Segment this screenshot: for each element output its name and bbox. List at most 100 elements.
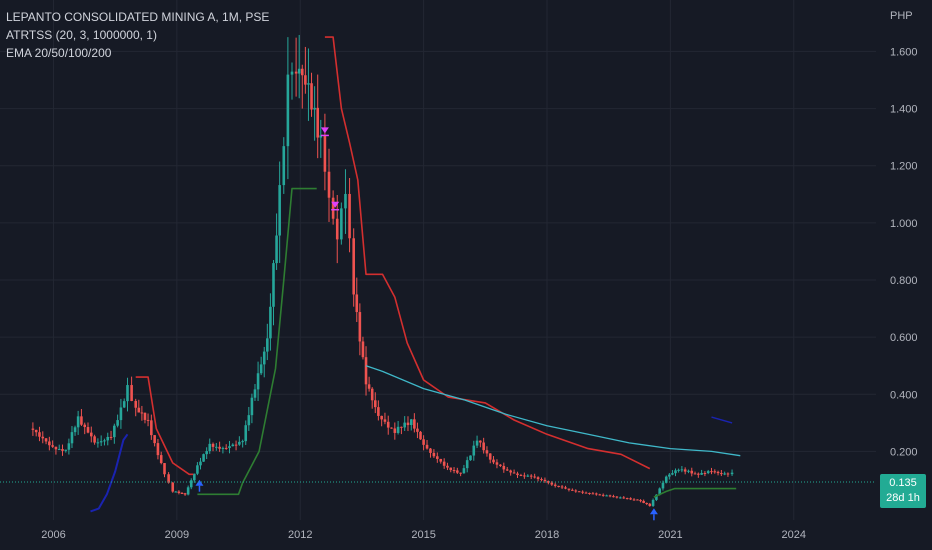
candle: [449, 467, 453, 473]
candle-body: [340, 208, 343, 240]
candle-body: [557, 485, 560, 487]
price-axis[interactable]: PHP 0.200 0.400 0.600 0.800 1.000 1.200 1.400 1…: [890, 10, 918, 458]
candle: [323, 113, 327, 191]
candle-body: [122, 401, 126, 408]
candle-body: [456, 470, 459, 473]
candle: [31, 422, 35, 436]
signal-markers: [195, 127, 658, 521]
candle-body: [113, 425, 116, 438]
candle: [64, 449, 68, 453]
candle: [482, 437, 485, 454]
candle: [436, 452, 439, 463]
candle-body: [553, 484, 557, 486]
candle-body: [286, 74, 290, 147]
candle-body: [361, 341, 365, 358]
candle: [83, 422, 87, 435]
time-tick-label: 2024: [782, 529, 806, 541]
candle: [690, 467, 694, 477]
candle: [459, 472, 462, 477]
indicator-ema[interactable]: EMA 20/50/100/200: [6, 46, 112, 60]
candle-body: [588, 492, 591, 494]
candle-body: [651, 499, 655, 506]
candle-body: [425, 444, 429, 449]
candle-body: [48, 441, 51, 446]
candle-body: [619, 497, 622, 499]
candle-body: [697, 473, 700, 475]
sell-signal-marker: [320, 127, 329, 137]
candle: [286, 37, 290, 180]
candle-body: [256, 373, 260, 390]
candle: [137, 399, 141, 413]
candle-body: [307, 83, 310, 85]
candle: [297, 34, 301, 99]
candle: [119, 398, 123, 429]
candle: [156, 438, 160, 460]
candle-body: [710, 471, 713, 473]
candle-body: [189, 480, 193, 488]
candle-body: [171, 482, 175, 492]
candle: [234, 440, 238, 451]
candle-body: [331, 197, 335, 219]
candle: [523, 472, 526, 479]
candle-body: [180, 492, 184, 494]
candle-body: [567, 488, 571, 490]
candle-body: [687, 470, 690, 472]
candle: [661, 480, 665, 491]
candle: [380, 415, 383, 427]
candle: [313, 86, 316, 141]
symbol-title[interactable]: LEPANTO CONSOLIDATED MINING A, 1M, PSE: [6, 10, 270, 24]
currency-label: PHP: [890, 10, 913, 22]
candle-body: [502, 465, 506, 470]
candle-body: [313, 107, 316, 110]
candle: [367, 376, 371, 392]
candle: [432, 449, 436, 458]
grid: [0, 0, 876, 520]
candle: [720, 470, 723, 477]
candle-body: [706, 471, 710, 474]
sell-arrow-icon: [320, 127, 329, 134]
time-axis[interactable]: 2006 2009 2012 2015 2018 2021 2024: [41, 529, 806, 541]
candle: [697, 472, 700, 478]
candle-body: [403, 422, 406, 428]
candle-body: [238, 441, 241, 445]
candle: [140, 405, 144, 421]
candle-body: [352, 238, 355, 295]
candle-body: [703, 472, 707, 474]
candle: [642, 499, 645, 504]
candle-body: [215, 446, 218, 448]
candle-body: [547, 481, 550, 483]
candle: [584, 491, 588, 494]
candle-body: [116, 420, 119, 426]
candle: [76, 410, 80, 435]
candle: [700, 469, 703, 475]
candle-body: [406, 422, 410, 426]
candle: [41, 431, 45, 444]
candle: [502, 462, 506, 473]
candle: [639, 499, 642, 503]
candle: [393, 422, 397, 440]
candle: [488, 453, 492, 464]
candle: [186, 485, 190, 496]
candle-body: [636, 499, 639, 501]
candle-body: [130, 385, 133, 401]
candle: [713, 469, 717, 474]
candle: [116, 414, 119, 428]
candle-body: [429, 448, 432, 453]
candle: [442, 458, 446, 469]
candle: [472, 440, 476, 461]
candle: [406, 416, 410, 432]
candle: [34, 429, 38, 437]
candle: [57, 444, 61, 451]
time-tick-label: 2009: [165, 529, 189, 541]
candle: [492, 456, 495, 465]
candle: [543, 477, 547, 483]
candle-body: [106, 436, 110, 441]
candle-body: [327, 171, 331, 198]
indicator-atrtss[interactable]: ATRTSS (20, 3, 1000000, 1): [6, 28, 157, 42]
candle: [526, 474, 530, 478]
candle: [557, 485, 560, 488]
candle-body: [519, 475, 523, 477]
candle: [269, 293, 272, 351]
candle-body: [700, 472, 703, 475]
